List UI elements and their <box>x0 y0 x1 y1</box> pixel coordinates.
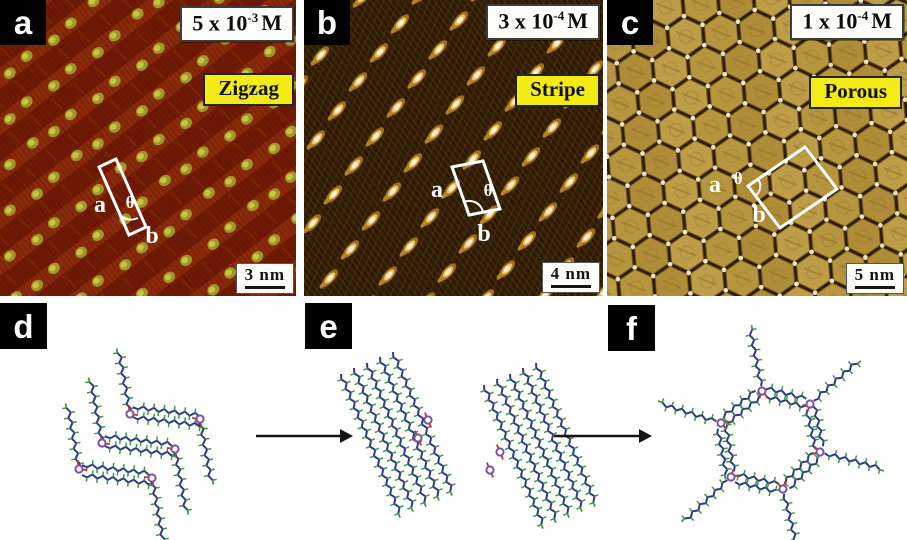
concentration-base: 1 x 10 <box>802 8 858 34</box>
concentration-base: 3 x 10 <box>498 8 554 34</box>
stm-image-c: a θ b c 1 x 10-4 M Porous 5 nm <box>607 0 907 296</box>
molecular-model-porous <box>657 324 885 540</box>
phase-badge-stripe: Stripe <box>515 74 600 108</box>
scale-bar-b: 4 nm <box>541 262 600 293</box>
arrow-e-to-f <box>554 429 652 443</box>
panel-letter-f: f <box>608 305 655 351</box>
arrow-d-to-e <box>256 429 353 443</box>
molecular-model-zigzag <box>62 348 217 540</box>
panel-letter-d: d <box>0 303 47 349</box>
scale-bar-c: 5 nm <box>845 263 904 294</box>
concentration-label-a: 5 x 10-3 M <box>180 6 294 42</box>
panel-letter-e: e <box>305 303 352 349</box>
phase-badge-zigzag: Zigzag <box>203 73 294 107</box>
concentration-unit: M <box>871 8 892 34</box>
concentration-label-b: 3 x 10-4 M <box>486 4 600 40</box>
scale-bar-line <box>854 286 895 289</box>
scale-bar-text: 5 nm <box>854 265 895 285</box>
stm-texture-stripe <box>304 0 603 296</box>
scale-bar-line <box>244 286 285 289</box>
concentration-exponent: -3 <box>247 10 259 25</box>
panel-letter-b: b <box>304 0 350 45</box>
scale-bar-text: 3 nm <box>244 265 285 285</box>
stm-texture-porous <box>607 0 907 296</box>
stm-image-b: a θ b b 3 x 10-4 M Stripe 4 nm <box>304 0 603 296</box>
concentration-exponent: -4 <box>857 8 869 23</box>
scale-bar-line <box>550 285 591 288</box>
scale-bar-text: 4 nm <box>550 264 591 284</box>
stm-image-a: a θ b a 5 x 10-3 M Zigzag 3 nm <box>0 0 296 296</box>
phase-badge-porous: Porous <box>809 76 902 110</box>
concentration-exponent: -4 <box>553 8 565 23</box>
panel-letter-c: c <box>607 0 653 45</box>
concentration-unit: M <box>261 10 282 36</box>
panel-letter-a: a <box>0 0 46 45</box>
molecular-models-canvas <box>62 324 885 540</box>
concentration-label-c: 1 x 10-4 M <box>790 4 904 40</box>
concentration-base: 5 x 10 <box>192 10 248 36</box>
scale-bar-a: 3 nm <box>235 263 294 294</box>
molecular-model-stripe <box>337 351 599 530</box>
concentration-unit: M <box>567 8 588 34</box>
